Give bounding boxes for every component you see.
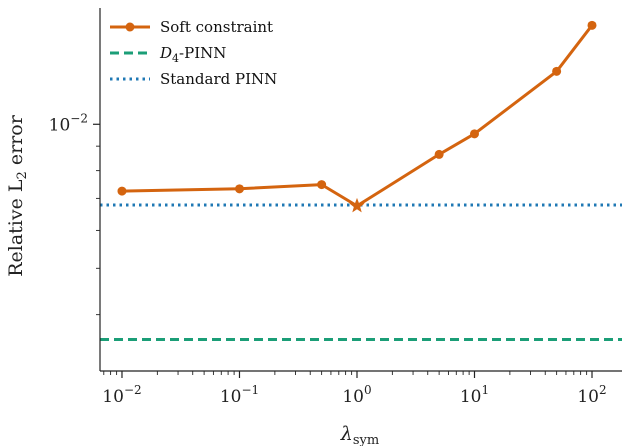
x-tick-label: 10−2 [102,383,141,407]
data-point [469,129,479,139]
y-axis-label: Relative L2 error [5,114,30,276]
data-point [587,20,597,30]
data-point [117,186,127,196]
x-tick-label: 102 [577,383,606,407]
legend-label-soft-constraint: Soft constraint [160,18,273,36]
y-ticks: 10−2 [49,111,100,316]
x-ticks: 10−2 10−1 100 101 102 [102,371,607,407]
series-line-soft-constraint [121,24,594,208]
data-point [317,180,327,190]
x-tick-label: 101 [460,383,489,407]
legend-item-d4-pinn: D4-PINN [110,44,226,65]
legend-label-d4-pinn: D4-PINN [159,44,226,65]
legend-item-standard-pinn: Standard PINN [110,70,277,88]
data-point [234,184,244,194]
legend-marker [125,22,135,32]
legend: Soft constraint D4-PINN Standard PINN [110,18,277,88]
x-axis-label: λsym [340,423,379,446]
x-tick-label: 100 [342,383,371,407]
x-tick-label: 10−1 [220,383,259,407]
data-point-star [349,197,365,213]
data-point [434,149,444,159]
plot-area [100,20,622,341]
legend-item-soft-constraint: Soft constraint [110,18,273,36]
data-point [552,66,562,76]
y-tick-label: 10−2 [49,111,88,135]
legend-label-standard-pinn: Standard PINN [160,70,277,88]
